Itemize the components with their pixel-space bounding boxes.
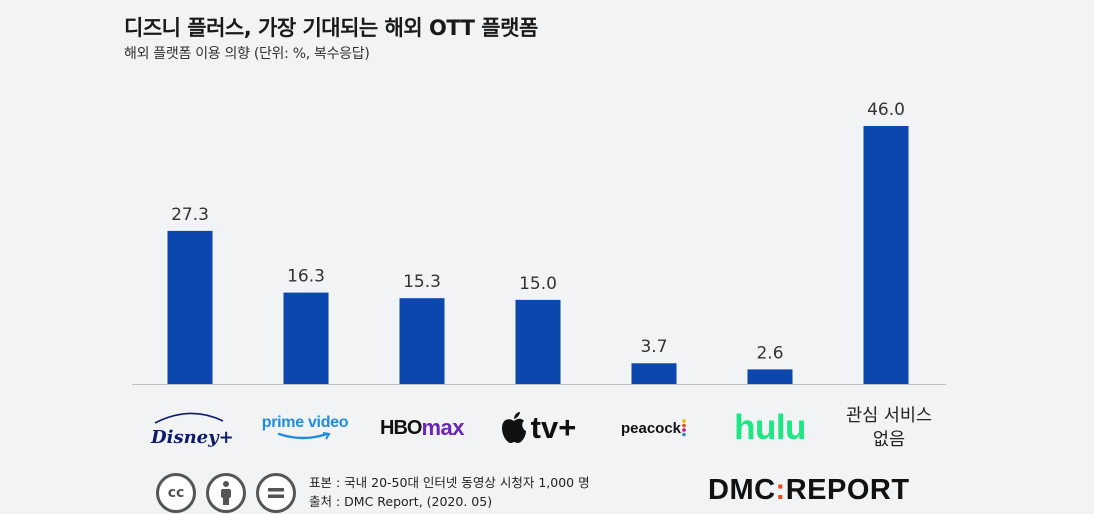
bar-3 bbox=[515, 299, 561, 384]
bar-6 bbox=[863, 126, 909, 384]
page-title: 디즈니 플러스, 가장 기대되는 해외 OTT 플랫폼 bbox=[124, 16, 538, 40]
bar-value-label-0: 27.3 bbox=[171, 205, 209, 225]
peacock-logo: peacock bbox=[604, 400, 704, 456]
bar-chart: 27.3 16.3 15.3 15.0 3.7 2.6 46.0 bbox=[132, 100, 946, 385]
brand-mark-icon: : bbox=[775, 474, 786, 506]
license-icons: cc bbox=[156, 473, 296, 513]
cc-icon: cc bbox=[156, 473, 196, 513]
peacock-dots-icon bbox=[682, 419, 686, 437]
bar-value-label-2: 15.3 bbox=[403, 272, 441, 292]
prime-video-text: prime video bbox=[261, 414, 349, 431]
apple-tv-plus-logo: tv+ bbox=[488, 400, 588, 456]
bar-value-label-5: 2.6 bbox=[756, 343, 783, 363]
hbo-text: HBO bbox=[380, 416, 422, 439]
attribution-icon bbox=[206, 473, 246, 513]
bar-value-label-1: 16.3 bbox=[287, 267, 325, 287]
disney-logo-text: Disney+ bbox=[150, 427, 234, 448]
bar-1 bbox=[283, 292, 329, 384]
apple-icon bbox=[501, 412, 526, 443]
dmc-report-logo: DMC:REPORT bbox=[708, 474, 910, 507]
source-text: 출처 : DMC Report, (2020. 05) bbox=[309, 494, 493, 509]
prime-video-logo: prime video bbox=[255, 400, 355, 456]
brand-report: REPORT bbox=[785, 474, 910, 506]
tv-plus-text: tv+ bbox=[530, 410, 577, 445]
amazon-smile-icon bbox=[277, 432, 331, 440]
no-interest-line2: 없음 bbox=[872, 430, 906, 450]
chart-subtitle: 해외 플랫폼 이용 의향 (단위: %, 복수응답) bbox=[124, 46, 370, 62]
sample-text: 표본 : 국내 20-50대 인터넷 동영상 시청자 1,000 명 bbox=[309, 475, 590, 490]
no-interest-line1: 관심 서비스 bbox=[845, 406, 933, 426]
peacock-text: peacock bbox=[620, 419, 682, 437]
bar-0 bbox=[167, 230, 213, 384]
disney-plus-logo: Disney+ bbox=[140, 400, 240, 456]
bar-value-label-3: 15.0 bbox=[519, 274, 557, 294]
bar-5 bbox=[747, 369, 793, 384]
source-note: 표본 : 국내 20-50대 인터넷 동영상 시청자 1,000 명 출처 : … bbox=[309, 473, 590, 511]
hbo-max-logo: HBO max bbox=[372, 400, 472, 456]
no-interest-label: 관심 서비스 없음 bbox=[833, 400, 945, 456]
max-text: max bbox=[421, 415, 464, 440]
bar-2 bbox=[399, 298, 445, 384]
brand-dmc: DMC bbox=[708, 474, 776, 506]
bar-4 bbox=[631, 363, 677, 384]
hulu-logo: hulu bbox=[719, 400, 821, 456]
bar-value-label-4: 3.7 bbox=[640, 337, 667, 357]
bar-value-label-6: 46.0 bbox=[867, 100, 905, 120]
hulu-text: hulu bbox=[734, 408, 806, 447]
no-derivatives-icon bbox=[256, 473, 296, 513]
